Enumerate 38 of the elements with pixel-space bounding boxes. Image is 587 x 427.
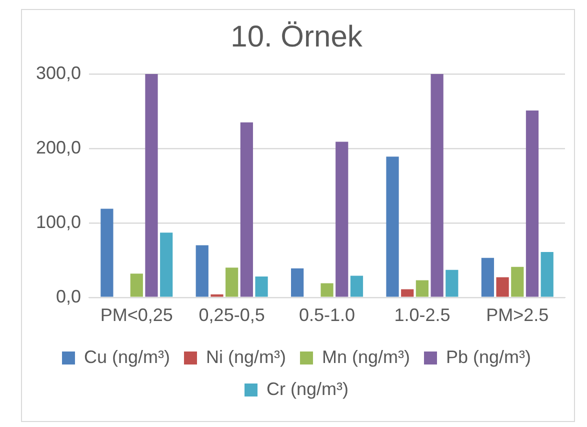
bar (160, 232, 173, 297)
y-tick-label: 300,0 (36, 62, 82, 83)
y-tick-label: 0,0 (56, 286, 82, 306)
bar (145, 74, 158, 297)
legend-label: Mn (ng/m³) (322, 346, 410, 367)
bar (430, 74, 444, 297)
bar (481, 258, 494, 297)
bar (350, 276, 364, 297)
bar (526, 110, 539, 297)
bar (240, 122, 253, 297)
legend-label: Pb (ng/m³) (446, 346, 532, 367)
legend-label: Cr (ng/m³) (266, 378, 349, 399)
legend-label: Cu (ng/m³) (84, 346, 170, 367)
bar (255, 276, 268, 297)
x-tick-label: 0.5-1.0 (299, 305, 356, 326)
bar (416, 280, 429, 297)
bar (100, 208, 114, 297)
bar (226, 268, 238, 297)
bar (496, 277, 509, 297)
bar (511, 266, 524, 297)
legend-label: Ni (ng/m³) (206, 346, 286, 367)
x-tick-label: PM>2.5 (486, 305, 549, 326)
bar (291, 268, 304, 297)
bar (130, 274, 143, 297)
bar (386, 156, 399, 297)
bar (401, 289, 414, 297)
bar (210, 294, 224, 297)
chart-title: 10. Örnek (230, 20, 364, 54)
bar (446, 270, 458, 297)
x-tick-label: PM<0,25 (100, 305, 173, 326)
y-tick-label: 200,0 (36, 137, 82, 158)
bar (540, 252, 554, 297)
bar (196, 245, 208, 297)
bar (320, 283, 334, 297)
x-tick-label: 1.0-2.5 (394, 305, 450, 326)
bar (336, 142, 348, 297)
x-tick-label: 0,25-0,5 (198, 305, 265, 326)
y-tick-label: 100,0 (36, 212, 82, 232)
